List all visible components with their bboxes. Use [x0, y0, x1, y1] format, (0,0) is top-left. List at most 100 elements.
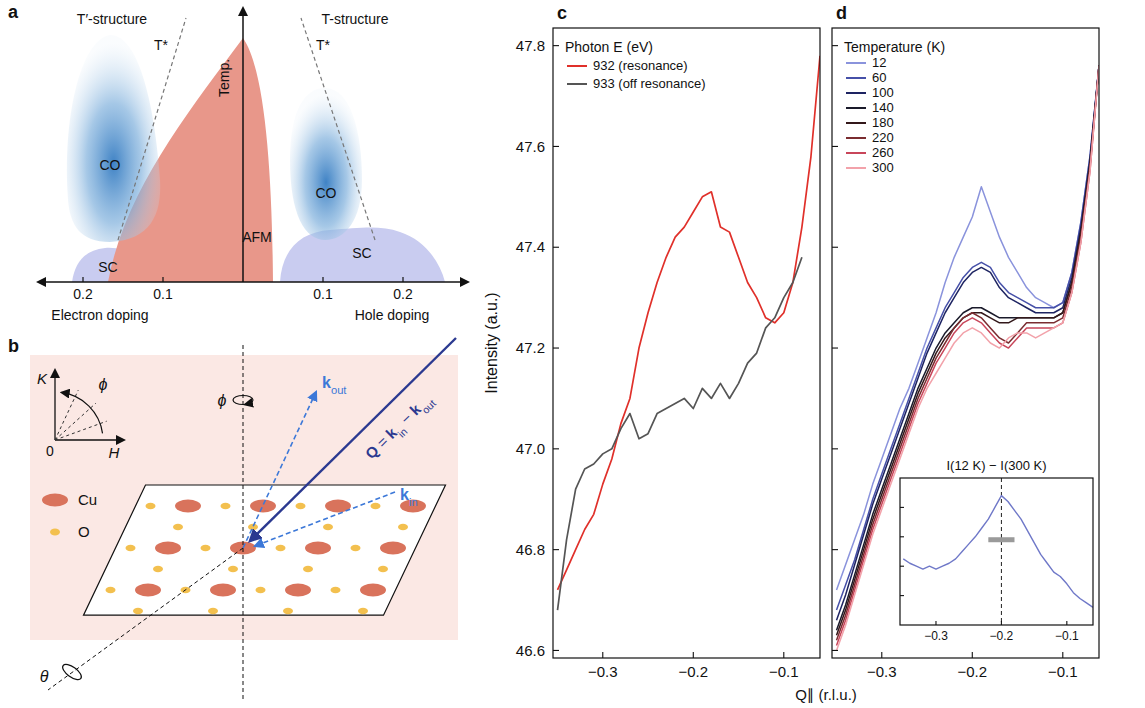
legend-label: 932 (resonance) [593, 58, 688, 73]
series-group [903, 496, 1093, 608]
o-atom [221, 503, 231, 509]
o-atom [173, 524, 183, 530]
y-tick-label: 47.2 [516, 339, 545, 356]
series-line [837, 66, 1099, 641]
axis-label: K [37, 370, 48, 387]
co-region [290, 88, 362, 240]
y-tick [900, 566, 904, 567]
cu-atom [305, 542, 331, 555]
o-atom [228, 566, 238, 572]
y-tick [832, 549, 838, 550]
phi-rotation-arrow [245, 403, 249, 405]
phi-rotation [233, 396, 253, 405]
legend-swatch [846, 92, 866, 94]
legend-swatch [846, 62, 866, 64]
tick-label: 0.2 [393, 286, 413, 302]
y-tick [553, 549, 559, 550]
y-tick [832, 146, 838, 147]
phi-ray [55, 421, 107, 440]
series-line [837, 66, 1099, 651]
region-label: CO [100, 157, 121, 173]
panel-letter: a [8, 2, 19, 22]
o-atom [276, 545, 286, 551]
origin-label: 0 [46, 443, 54, 459]
legend-label: 12 [872, 55, 886, 70]
series-line [558, 257, 802, 610]
phi-arc [62, 392, 103, 433]
tick [402, 277, 403, 282]
x-tick-label: −0.2 [990, 629, 1014, 643]
plot-frame [900, 478, 1093, 625]
chart-title: I(12 K) − I(300 K) [946, 458, 1046, 473]
x-tick [783, 652, 784, 658]
cu-atom [380, 542, 406, 555]
plot-background [900, 478, 1093, 625]
y-tick [832, 45, 838, 46]
plot-frame [832, 28, 1099, 658]
cu-atom [155, 542, 181, 555]
q-arrow [250, 338, 456, 541]
y-tick [900, 507, 904, 508]
legend-swatch [567, 65, 587, 67]
theta-rotation [60, 661, 84, 682]
y-tick [832, 650, 838, 651]
t-star-label: T* [154, 37, 169, 53]
o-atom [283, 608, 293, 614]
cuo2-plane [84, 485, 446, 615]
legend-label: 260 [872, 145, 894, 160]
series-line [903, 496, 1093, 608]
region-label: SC [98, 259, 117, 275]
legend-label: 933 (off resonance) [593, 76, 706, 91]
reference-line [1001, 478, 1002, 625]
cu-atom [210, 584, 236, 597]
text-part: k [322, 374, 331, 391]
legend-label: 180 [872, 115, 894, 130]
x-tick [602, 652, 603, 658]
legend-swatch [846, 152, 866, 154]
structure-label: T′-structure [77, 11, 148, 27]
x-tick-label: −0.3 [924, 629, 948, 643]
x-tick-label: −0.2 [957, 663, 987, 680]
x-tick [1001, 621, 1002, 625]
y-tick [553, 448, 559, 449]
o-atom [208, 608, 218, 614]
tick [322, 277, 323, 282]
x-tick-label: −0.2 [678, 663, 708, 680]
y-tick [553, 45, 559, 46]
y-tick-label: 46.6 [516, 642, 545, 659]
legend-swatch [846, 167, 866, 169]
x-tick-label: −0.1 [1055, 629, 1079, 643]
legend-swatch [42, 494, 68, 507]
y-tick [900, 536, 904, 537]
legend-swatch [846, 107, 866, 109]
x-tick-label: −0.3 [588, 663, 618, 680]
y-tick-label: 47.4 [516, 238, 545, 255]
panel-letter: d [836, 3, 847, 23]
o-atom [106, 587, 116, 593]
x-tick [881, 652, 882, 658]
o-atom [358, 608, 368, 614]
series-line [837, 66, 1099, 646]
x-tick [972, 652, 973, 658]
legend-title: Temperature (K) [844, 39, 945, 55]
x-tick-label: −0.3 [867, 663, 897, 680]
subscript: out [331, 384, 347, 396]
y-tick-label: 47.6 [516, 138, 545, 155]
y-tick [832, 347, 838, 348]
legend-swatch [50, 529, 60, 536]
subscript: out [419, 397, 438, 416]
legend-title: Photon E (eV) [565, 39, 653, 55]
region-label: SC [352, 245, 371, 261]
cu-atom [360, 584, 386, 597]
o-atom [201, 545, 211, 551]
resolution-bar [988, 537, 1014, 542]
k-axis [54, 370, 55, 440]
series-line [837, 66, 1099, 630]
tick-label: 0.1 [313, 286, 333, 302]
y-tick-label: 47.0 [516, 440, 545, 457]
axis-label: H [109, 444, 120, 461]
t-star-line [301, 18, 375, 240]
y-tick [832, 247, 838, 248]
legend-label: O [78, 523, 90, 540]
o-atom [296, 503, 306, 509]
